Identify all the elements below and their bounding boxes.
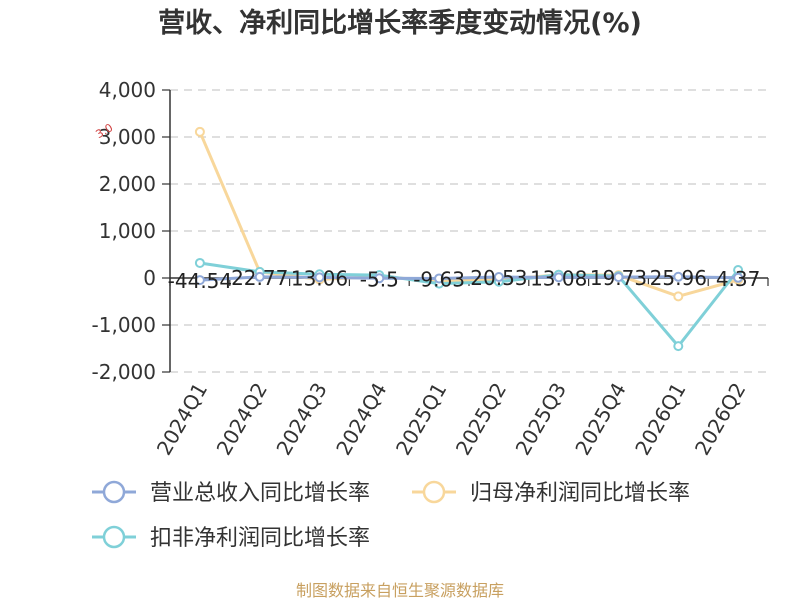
data-label: -9.63 [413, 267, 465, 291]
data-point [613, 272, 624, 283]
data-point [673, 341, 684, 352]
x-tick-label: 2025Q1 [391, 378, 451, 459]
data-point [673, 291, 684, 302]
data-label: 25.96 [650, 266, 707, 290]
x-tick-label: 2026Q2 [690, 379, 750, 460]
legend-label: 归母净利润同比增长率 [470, 481, 690, 506]
data-label: 13.06 [291, 266, 348, 290]
x-tick-label: 2025Q3 [511, 379, 571, 460]
x-tick-label: 2025Q4 [570, 379, 630, 460]
series-line [199, 261, 740, 348]
grid-lines [170, 89, 768, 373]
legend-swatch-marker [102, 525, 126, 549]
data-point [194, 275, 205, 286]
data-point [493, 272, 504, 283]
data-point [673, 271, 684, 282]
source-text: 制图数据来自恒生聚源数据库 [296, 581, 504, 600]
series-layer [194, 126, 744, 352]
y-tick-label: -2,000 [92, 360, 156, 384]
y-tick-label: 4,000 [99, 78, 156, 102]
data-point [733, 272, 744, 283]
data-point [254, 271, 265, 282]
legend-item: 归母净利润同比增长率 [412, 480, 690, 506]
x-tick-label: 2024Q1 [152, 379, 212, 460]
y-tick-label: 2,000 [99, 172, 156, 196]
legend-swatch-marker [102, 480, 126, 504]
x-tick-label: 2024Q3 [271, 379, 331, 460]
data-point [374, 273, 385, 284]
legend-item: 扣非净利润同比增长率 [92, 525, 370, 551]
data-label: 13.08 [530, 266, 587, 290]
y-tick-label: -1,000 [92, 313, 156, 337]
data-point [194, 126, 205, 137]
legend-swatch-marker [422, 480, 446, 504]
x-tick-label: 2024Q2 [212, 379, 272, 460]
chart-title: 营收、净利同比增长率季度变动情况(%) [158, 7, 642, 39]
data-label: -5.5 [360, 267, 399, 291]
legend-label: 扣非净利润同比增长率 [150, 526, 370, 551]
series-line [198, 131, 739, 298]
x-tick-label: 2024Q4 [331, 379, 391, 460]
legend-item: 营业总收入同比增长率 [92, 480, 370, 506]
x-tick-label: 2025Q2 [451, 379, 511, 460]
data-label: 20.53 [470, 266, 527, 290]
data-point [434, 273, 445, 284]
y-tick-label: 3,000 [99, 125, 156, 149]
legend-label: 营业总收入同比增长率 [150, 481, 370, 506]
x-tick-label: 2026Q1 [630, 379, 690, 460]
data-label: 19.73 [590, 266, 647, 290]
data-label: 22.77 [231, 266, 288, 290]
data-label: -44.54 [168, 269, 232, 293]
data-point [553, 272, 564, 283]
data-point [194, 257, 205, 268]
y-tick-label: 1,000 [99, 219, 156, 243]
y-tick-label: 0 [143, 266, 156, 290]
series-line [199, 275, 739, 282]
data-point [314, 272, 325, 283]
data-label: 4.37 [716, 267, 761, 291]
